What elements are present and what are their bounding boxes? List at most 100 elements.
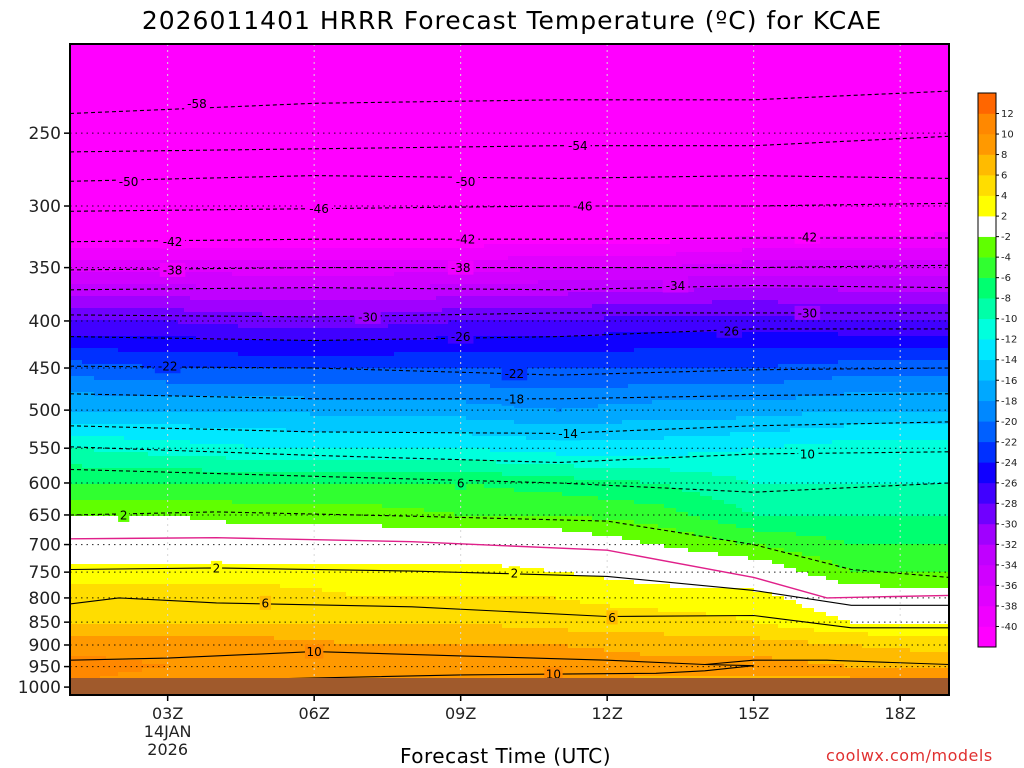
temperature-cell xyxy=(166,160,173,165)
temperature-cell xyxy=(82,608,89,613)
temperature-cell xyxy=(100,556,107,561)
temperature-cell xyxy=(124,488,131,493)
temperature-cell xyxy=(112,96,119,101)
temperature-cell xyxy=(214,592,221,597)
temperature-cell xyxy=(166,600,173,605)
temperature-cell xyxy=(184,192,191,197)
temperature-cell xyxy=(244,464,251,469)
temperature-cell xyxy=(238,48,245,53)
temperature-cell xyxy=(130,668,137,673)
temperature-cell xyxy=(100,284,107,289)
temperature-cell xyxy=(70,432,77,437)
temperature-cell xyxy=(220,300,227,305)
temperature-cell xyxy=(214,352,221,357)
temperature-cell xyxy=(82,612,89,617)
temperature-cell xyxy=(88,148,95,153)
temperature-cell xyxy=(118,564,125,569)
temperature-cell xyxy=(142,636,149,641)
temperature-cell xyxy=(214,140,221,145)
temperature-cell xyxy=(88,528,95,533)
temperature-cell xyxy=(160,612,167,617)
temperature-cell xyxy=(76,504,83,509)
temperature-cell xyxy=(208,584,215,589)
temperature-cell xyxy=(250,336,257,341)
temperature-cell xyxy=(136,132,143,137)
temperature-cell xyxy=(232,76,239,81)
temperature-cell xyxy=(70,596,77,601)
temperature-cell xyxy=(94,60,101,65)
temperature-cell xyxy=(184,376,191,381)
temperature-cell xyxy=(130,504,137,509)
temperature-cell xyxy=(244,164,251,169)
temperature-cell xyxy=(250,144,257,149)
temperature-cell xyxy=(82,528,89,533)
temperature-cell xyxy=(88,616,95,621)
temperature-cell xyxy=(238,368,245,373)
temperature-cell xyxy=(136,224,143,229)
temperature-cell xyxy=(106,548,113,553)
temperature-cell xyxy=(166,164,173,169)
temperature-cell xyxy=(112,600,119,605)
temperature-cell xyxy=(100,396,107,401)
temperature-cell xyxy=(196,548,203,553)
temperature-cell xyxy=(142,308,149,313)
temperature-cell xyxy=(238,516,245,521)
temperature-cell xyxy=(118,540,125,545)
temperature-cell xyxy=(172,216,179,221)
temperature-cell xyxy=(160,296,167,301)
temperature-cell xyxy=(172,356,179,361)
temperature-cell xyxy=(178,56,185,61)
temperature-cell xyxy=(106,116,113,121)
temperature-cell xyxy=(178,524,185,529)
temperature-cell xyxy=(226,56,233,61)
temperature-cell xyxy=(118,528,125,533)
temperature-cell xyxy=(106,168,113,173)
temperature-cell xyxy=(220,472,227,477)
temperature-cell xyxy=(100,272,107,277)
temperature-cell xyxy=(70,452,77,457)
temperature-cell xyxy=(82,476,89,481)
temperature-cell xyxy=(196,492,203,497)
temperature-cell xyxy=(118,484,125,489)
temperature-cell xyxy=(124,464,131,469)
temperature-cell xyxy=(154,372,161,377)
temperature-cell xyxy=(238,396,245,401)
temperature-cell xyxy=(88,576,95,581)
temperature-cell xyxy=(196,392,203,397)
temperature-cell xyxy=(154,544,161,549)
temperature-cell xyxy=(100,452,107,457)
temperature-cell xyxy=(214,400,221,405)
temperature-cell xyxy=(202,204,209,209)
temperature-cell xyxy=(100,604,107,609)
temperature-cell xyxy=(112,544,119,549)
temperature-cell xyxy=(130,588,137,593)
temperature-cell xyxy=(148,296,155,301)
temperature-cell xyxy=(184,644,191,649)
temperature-cell xyxy=(106,388,113,393)
temperature-cell xyxy=(82,360,89,365)
temperature-cell xyxy=(214,468,221,473)
temperature-cell xyxy=(88,316,95,321)
temperature-cell xyxy=(250,56,257,61)
temperature-cell xyxy=(160,572,167,577)
temperature-cell xyxy=(196,588,203,593)
temperature-cell xyxy=(172,616,179,621)
temperature-cell xyxy=(70,348,77,353)
temperature-cell xyxy=(160,228,167,233)
temperature-cell xyxy=(142,600,149,605)
temperature-cell xyxy=(88,672,95,677)
temperature-cell xyxy=(130,132,137,137)
temperature-cell xyxy=(208,260,215,265)
temperature-cell xyxy=(154,116,161,121)
temperature-cell xyxy=(124,388,131,393)
temperature-cell xyxy=(238,88,245,93)
temperature-cell xyxy=(118,588,125,593)
temperature-cell xyxy=(160,580,167,585)
temperature-cell xyxy=(226,264,233,269)
temperature-cell xyxy=(250,52,257,57)
temperature-cell xyxy=(76,672,83,677)
temperature-cell xyxy=(88,484,95,489)
temperature-cell xyxy=(142,224,149,229)
temperature-cell xyxy=(238,192,245,197)
temperature-cell xyxy=(172,396,179,401)
